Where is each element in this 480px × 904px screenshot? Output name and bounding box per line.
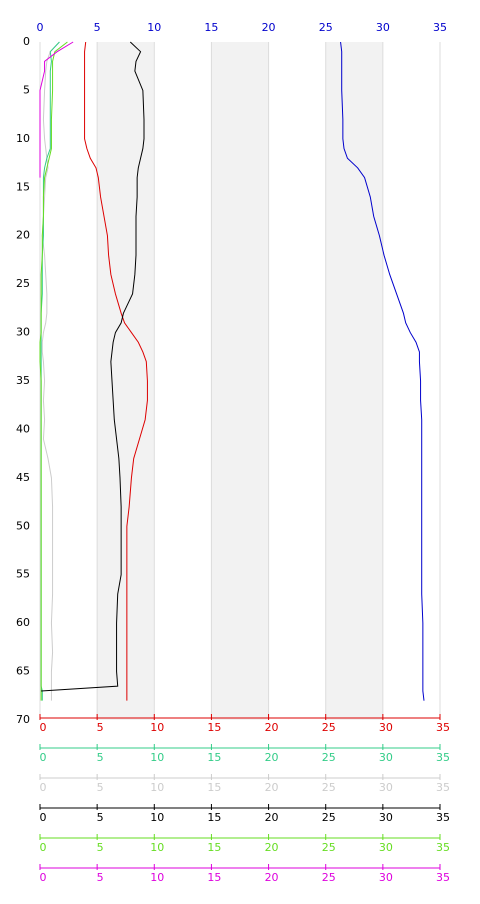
y-tick-label: 15 xyxy=(16,180,30,193)
x-tick-label: 20 xyxy=(265,781,279,794)
x-tick-label: 35 xyxy=(436,811,450,824)
profile-line xyxy=(39,41,68,701)
x-tick-label: 0 xyxy=(40,781,47,794)
x-tick-label: 5 xyxy=(97,751,104,764)
x-tick-label: 20 xyxy=(265,751,279,764)
x-tick-label: 30 xyxy=(379,751,393,764)
x-tick-label: 0 xyxy=(40,721,47,734)
x-tick-label: 0 xyxy=(40,811,47,824)
x-tick-label: 0 xyxy=(40,841,47,854)
y-tick-label: 65 xyxy=(16,665,30,678)
x-tick-label: 25 xyxy=(322,811,336,824)
x-tick-label: 25 xyxy=(322,751,336,764)
shaded-band xyxy=(325,42,383,720)
profile-line xyxy=(39,41,74,178)
y-tick-label: 55 xyxy=(16,568,30,581)
x-tick-label: 30 xyxy=(379,841,393,854)
x-tick-label: 30 xyxy=(379,871,393,884)
x-tick-label: 5 xyxy=(94,21,101,34)
profile-line xyxy=(41,41,60,701)
x-tick-label: 15 xyxy=(207,721,221,734)
x-tick-label: 10 xyxy=(150,721,164,734)
profile-line xyxy=(41,41,145,692)
x-tick-label: 30 xyxy=(379,781,393,794)
x-tick-label: 15 xyxy=(207,751,221,764)
x-tick-label: 35 xyxy=(436,841,450,854)
y-tick-label: 35 xyxy=(16,374,30,387)
x-tick-label: 35 xyxy=(436,751,450,764)
x-tick-label: 30 xyxy=(379,811,393,824)
x-tick-label: 25 xyxy=(322,841,336,854)
y-tick-label: 10 xyxy=(16,132,30,145)
x-tick-label: 15 xyxy=(207,841,221,854)
x-tick-label: 25 xyxy=(319,21,333,34)
x-tick-label: 20 xyxy=(265,841,279,854)
y-tick-label: 30 xyxy=(16,326,30,339)
x-tick-label: 5 xyxy=(97,721,104,734)
x-tick-label: 10 xyxy=(150,811,164,824)
x-tick-label: 5 xyxy=(97,811,104,824)
x-tick-label: 0 xyxy=(37,21,44,34)
x-tick-label: 15 xyxy=(207,811,221,824)
y-tick-label: 5 xyxy=(23,83,30,96)
x-tick-label: 25 xyxy=(322,871,336,884)
x-tick-label: 10 xyxy=(150,781,164,794)
y-tick-label: 60 xyxy=(16,616,30,629)
profile-line xyxy=(340,41,425,701)
x-tick-label: 20 xyxy=(265,811,279,824)
x-tick-label: 35 xyxy=(436,781,450,794)
x-tick-label: 20 xyxy=(265,871,279,884)
x-tick-label: 0 xyxy=(40,751,47,764)
x-tick-label: 15 xyxy=(207,781,221,794)
x-tick-label: 20 xyxy=(262,21,276,34)
x-tick-label: 5 xyxy=(97,841,104,854)
y-tick-label: 0 xyxy=(23,35,30,48)
y-tick-label: 45 xyxy=(16,471,30,484)
x-tick-label: 5 xyxy=(97,781,104,794)
x-tick-label: 15 xyxy=(207,871,221,884)
x-tick-label: 10 xyxy=(150,751,164,764)
x-tick-label: 30 xyxy=(376,21,390,34)
x-tick-label: 35 xyxy=(436,721,450,734)
x-tick-label: 35 xyxy=(436,871,450,884)
shaded-band xyxy=(97,42,155,720)
x-tick-label: 30 xyxy=(379,721,393,734)
x-tick-label: 10 xyxy=(150,871,164,884)
y-tick-label: 40 xyxy=(16,422,30,435)
x-tick-label: 0 xyxy=(40,871,47,884)
shaded-band xyxy=(211,42,269,720)
y-tick-label: 25 xyxy=(16,277,30,290)
x-tick-label: 15 xyxy=(204,21,218,34)
x-tick-label: 10 xyxy=(147,21,161,34)
y-tick-label: 20 xyxy=(16,229,30,242)
x-tick-label: 25 xyxy=(322,721,336,734)
x-tick-label: 10 xyxy=(150,841,164,854)
x-tick-label: 35 xyxy=(433,21,447,34)
x-tick-label: 5 xyxy=(97,871,104,884)
x-tick-label: 25 xyxy=(322,781,336,794)
y-tick-label: 70 xyxy=(16,713,30,726)
y-tick-label: 50 xyxy=(16,519,30,532)
x-tick-label: 20 xyxy=(265,721,279,734)
profile-line xyxy=(84,41,148,701)
